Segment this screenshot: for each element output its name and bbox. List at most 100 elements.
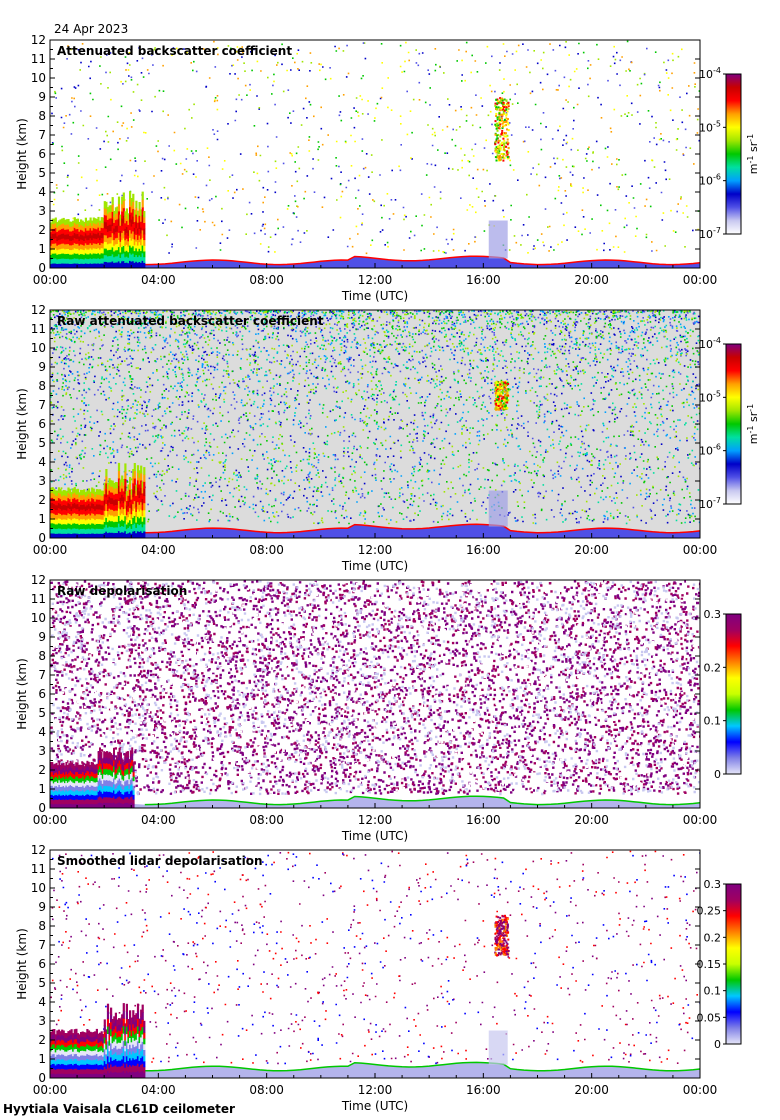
x-tick-label: 12:00 bbox=[358, 813, 393, 827]
date-label: 24 Apr 2023 bbox=[54, 22, 128, 36]
colorbar-tick-label: 10-4 bbox=[699, 66, 721, 81]
chart-panel: Attenuated backscatter coefficient012345… bbox=[15, 33, 760, 303]
y-tick-label: 12 bbox=[31, 303, 46, 317]
heatmap-field bbox=[50, 40, 700, 268]
x-tick-label: 00:00 bbox=[683, 1083, 718, 1097]
y-tick-label: 7 bbox=[38, 938, 46, 952]
y-tick-label: 1 bbox=[38, 512, 46, 526]
x-tick-label: 00:00 bbox=[683, 543, 718, 557]
x-tick-label: 16:00 bbox=[466, 273, 501, 287]
y-axis-label: Height (km) bbox=[15, 928, 29, 999]
colorbar bbox=[725, 613, 742, 775]
y-tick-label: 8 bbox=[38, 379, 46, 393]
y-tick-label: 5 bbox=[38, 706, 46, 720]
x-tick-label: 12:00 bbox=[358, 273, 393, 287]
colorbar-tick-label: 10-5 bbox=[699, 389, 721, 404]
early-cloud bbox=[50, 462, 146, 538]
y-tick-label: 7 bbox=[38, 668, 46, 682]
y-tick-label: 3 bbox=[38, 204, 46, 218]
colorbar-tick-label: 0.1 bbox=[704, 985, 722, 998]
x-tick-label: 20:00 bbox=[574, 1083, 609, 1097]
colorbar-tick-label: 10-5 bbox=[699, 119, 721, 134]
x-tick-label: 00:00 bbox=[33, 543, 68, 557]
y-axis-label: Height (km) bbox=[15, 118, 29, 189]
colorbar-tick-label: 0.2 bbox=[704, 661, 722, 674]
plot-area bbox=[50, 850, 700, 1078]
y-tick-label: 2 bbox=[38, 763, 46, 777]
mid-level-cloud bbox=[488, 97, 510, 259]
x-tick-label: 00:00 bbox=[33, 1083, 68, 1097]
mid-level-cloud bbox=[488, 380, 510, 527]
chart-title: Smoothed lidar depolarisation bbox=[57, 854, 263, 868]
x-tick-label: 08:00 bbox=[249, 1083, 284, 1097]
y-axis-label: Height (km) bbox=[15, 658, 29, 729]
y-tick-label: 3 bbox=[38, 1014, 46, 1028]
x-tick-label: 04:00 bbox=[141, 1083, 176, 1097]
y-tick-label: 12 bbox=[31, 843, 46, 857]
y-tick-label: 11 bbox=[31, 862, 46, 876]
colorbar-tick-label: 0.15 bbox=[697, 958, 722, 971]
colorbar bbox=[725, 73, 742, 235]
y-tick-label: 1 bbox=[38, 1052, 46, 1066]
y-tick-label: 9 bbox=[38, 630, 46, 644]
x-tick-label: 20:00 bbox=[574, 543, 609, 557]
x-tick-label: 08:00 bbox=[249, 273, 284, 287]
x-tick-label: 00:00 bbox=[683, 813, 718, 827]
y-tick-label: 9 bbox=[38, 900, 46, 914]
colorbar-tick-label: 0.05 bbox=[697, 1011, 722, 1024]
y-tick-label: 0 bbox=[38, 801, 46, 815]
x-tick-label: 16:00 bbox=[466, 543, 501, 557]
y-tick-label: 5 bbox=[38, 976, 46, 990]
x-tick-label: 04:00 bbox=[141, 813, 176, 827]
colorbar-tick-label: 0.2 bbox=[704, 931, 722, 944]
colorbar-tick-label: 10-7 bbox=[699, 496, 721, 511]
y-tick-label: 1 bbox=[38, 242, 46, 256]
x-axis-label: Time (UTC) bbox=[341, 559, 408, 573]
x-tick-label: 12:00 bbox=[358, 1083, 393, 1097]
y-tick-label: 0 bbox=[38, 531, 46, 545]
y-tick-label: 12 bbox=[31, 573, 46, 587]
colorbar-tick-label: 10-4 bbox=[699, 336, 721, 351]
chart-panel: Smoothed lidar depolarisation01234567891… bbox=[15, 843, 742, 1113]
early-cloud bbox=[50, 747, 135, 808]
y-tick-label: 6 bbox=[38, 417, 46, 431]
x-tick-label: 08:00 bbox=[249, 813, 284, 827]
y-tick-label: 0 bbox=[38, 1071, 46, 1085]
mid-level-cloud bbox=[488, 914, 510, 1065]
x-tick-label: 16:00 bbox=[466, 813, 501, 827]
plot-area bbox=[50, 40, 700, 268]
colorbar-tick-label: 0.3 bbox=[704, 608, 722, 621]
y-tick-label: 11 bbox=[31, 52, 46, 66]
y-tick-label: 9 bbox=[38, 90, 46, 104]
y-tick-label: 6 bbox=[38, 957, 46, 971]
chart-panel: Raw depolarisation0123456789101112Height… bbox=[15, 573, 742, 843]
colorbar-tick-label: 0 bbox=[714, 1038, 721, 1051]
x-tick-label: 04:00 bbox=[141, 273, 176, 287]
x-tick-label: 00:00 bbox=[33, 813, 68, 827]
surface-layer bbox=[50, 524, 700, 538]
y-tick-label: 6 bbox=[38, 687, 46, 701]
colorbar-unit-label: m-1 sr-1 bbox=[746, 404, 760, 444]
colorbar-tick-label: 0.25 bbox=[697, 905, 722, 918]
boundary-layer-line bbox=[144, 795, 700, 806]
y-tick-label: 10 bbox=[31, 611, 46, 625]
heatmap-field bbox=[50, 850, 700, 1078]
boundary-layer-line bbox=[144, 1061, 700, 1072]
y-tick-label: 0 bbox=[38, 261, 46, 275]
y-tick-label: 11 bbox=[31, 592, 46, 606]
y-tick-label: 3 bbox=[38, 744, 46, 758]
colorbar-tick-label: 0.1 bbox=[704, 715, 722, 728]
y-tick-label: 1 bbox=[38, 782, 46, 796]
x-tick-label: 04:00 bbox=[141, 543, 176, 557]
y-tick-label: 8 bbox=[38, 109, 46, 123]
panels: Attenuated backscatter coefficient012345… bbox=[15, 33, 760, 1113]
y-tick-label: 12 bbox=[31, 33, 46, 47]
chart-title: Attenuated backscatter coefficient bbox=[57, 44, 292, 58]
y-tick-label: 7 bbox=[38, 128, 46, 142]
y-tick-label: 11 bbox=[31, 322, 46, 336]
colorbar-tick-label: 0.3 bbox=[704, 878, 722, 891]
colorbar-unit-label: m-1 sr-1 bbox=[746, 134, 760, 174]
y-tick-label: 4 bbox=[38, 185, 46, 199]
colorbar bbox=[725, 343, 742, 505]
